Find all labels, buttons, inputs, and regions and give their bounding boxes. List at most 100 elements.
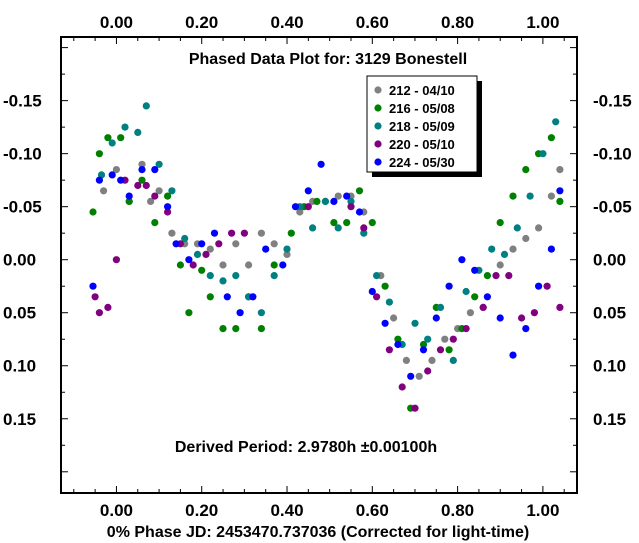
data-point-series-5	[368, 287, 376, 296]
data-point-series-1	[245, 261, 253, 269]
y-tick-label-right: 0.05	[593, 304, 626, 323]
data-point-series-4	[398, 383, 406, 391]
data-point-series-5	[471, 266, 479, 274]
data-point-series-4	[202, 250, 210, 258]
data-point-series-5	[317, 160, 325, 168]
y-tick-label-right: 0.10	[593, 357, 626, 376]
data-point-series-5	[95, 176, 103, 184]
data-point-series-4	[91, 293, 99, 301]
legend: 212 - 04/10 216 - 05/08 218 - 05/09 220 - 0…	[366, 75, 482, 177]
data-point-series-2	[368, 219, 376, 227]
x-tick-label-bottom: 0.40	[270, 501, 303, 520]
derived-period-annotation: Derived Period: 2.9780h ±0.00100h	[175, 439, 437, 456]
data-point-series-2	[445, 346, 453, 354]
x-tick-label-top: 0.80	[441, 13, 474, 32]
data-point-series-4	[189, 261, 197, 269]
data-point-series-5	[223, 293, 231, 301]
data-point-series-3	[462, 287, 470, 296]
data-point-series-1	[168, 229, 176, 237]
data-point-series-5	[509, 351, 517, 359]
data-point-series-3	[449, 356, 457, 364]
data-point-series-5	[304, 187, 312, 195]
data-point-series-5	[483, 293, 491, 301]
data-point-series-1	[496, 261, 504, 269]
data-point-series-3	[257, 309, 265, 317]
data-point-series-2	[330, 219, 338, 227]
data-point-series-1	[283, 250, 291, 258]
data-point-series-5	[419, 346, 428, 354]
data-point-series-5	[151, 166, 159, 174]
data-point-series-5	[279, 261, 287, 269]
x-tick-label-top: 0.20	[185, 13, 218, 32]
data-point-series-3	[193, 250, 202, 258]
data-point-series-5	[355, 208, 364, 216]
data-point-series-2	[556, 197, 564, 205]
data-point-series-5	[236, 309, 244, 317]
x-tick-label-bottom: 1.00	[526, 501, 559, 520]
data-point-series-4	[556, 303, 564, 311]
data-point-series-3	[219, 277, 227, 285]
legend-marker	[374, 86, 382, 94]
data-point-series-3	[321, 197, 329, 205]
data-point-series-4	[228, 229, 236, 237]
x-tick-label-bottom: 0.60	[356, 501, 389, 520]
data-point-series-5	[432, 314, 440, 322]
data-point-series-2	[313, 197, 321, 205]
y-tick-label-right: -0.15	[593, 92, 632, 111]
data-point-series-4	[373, 293, 381, 301]
data-point-series-4	[424, 367, 432, 375]
legend-label: 216 - 05/08	[389, 101, 455, 116]
data-point-series-1	[138, 160, 146, 168]
data-point-series-5	[458, 256, 466, 264]
data-point-series-3	[526, 192, 534, 200]
data-point-series-1	[428, 356, 436, 364]
y-tick-label-left: -0.15	[3, 92, 42, 111]
data-point-series-3	[539, 150, 547, 158]
data-point-series-2	[89, 208, 97, 216]
legend-label: 212 - 04/10	[389, 83, 455, 98]
data-point-series-5	[108, 171, 116, 179]
data-point-series-1	[509, 245, 517, 253]
data-point-series-3	[513, 224, 521, 232]
data-point-series-3	[181, 234, 189, 243]
data-point-series-5	[535, 282, 543, 290]
data-point-series-3	[309, 224, 317, 232]
data-point-series-3	[270, 272, 278, 280]
data-point-series-3	[552, 118, 560, 126]
data-point-series-5	[407, 372, 415, 380]
data-point-series-2	[185, 309, 193, 317]
data-point-series-4	[492, 272, 500, 280]
x-tick-label-bottom: 0.00	[100, 501, 133, 520]
axis-ticks	[61, 37, 577, 493]
data-point-series-5	[330, 197, 338, 205]
data-point-series-4	[304, 203, 312, 211]
data-point-series-5	[496, 314, 504, 322]
data-point-series-1	[390, 314, 398, 322]
data-point-series-5	[198, 240, 206, 248]
data-point-series-1	[155, 187, 163, 195]
data-point-series-4	[104, 303, 112, 311]
data-point-series-1	[100, 187, 108, 195]
data-point-series-5	[445, 282, 453, 290]
data-point-series-2	[232, 325, 240, 333]
data-point-series-4	[385, 346, 393, 354]
data-point-series-1	[219, 261, 227, 269]
data-point-series-1	[522, 234, 530, 243]
data-point-series-3	[232, 272, 240, 280]
y-tick-label-left: -0.10	[3, 145, 42, 164]
data-point-series-2	[509, 192, 517, 200]
data-point-series-4	[505, 272, 513, 280]
data-point-series-2	[117, 134, 125, 142]
data-point-series-5	[138, 166, 146, 174]
data-point-series-5	[262, 245, 270, 253]
data-point-series-5	[556, 187, 564, 195]
data-point-series-3	[424, 335, 432, 343]
x-tick-label-top: 0.00	[100, 13, 133, 32]
x-tick-label-bottom: 0.80	[441, 501, 474, 520]
data-point-series-4	[530, 309, 539, 317]
data-point-series-3	[488, 245, 496, 253]
data-point-series-2	[394, 335, 402, 343]
data-point-series-3	[155, 160, 163, 168]
data-point-series-1	[112, 166, 120, 174]
data-point-series-4	[479, 303, 487, 311]
